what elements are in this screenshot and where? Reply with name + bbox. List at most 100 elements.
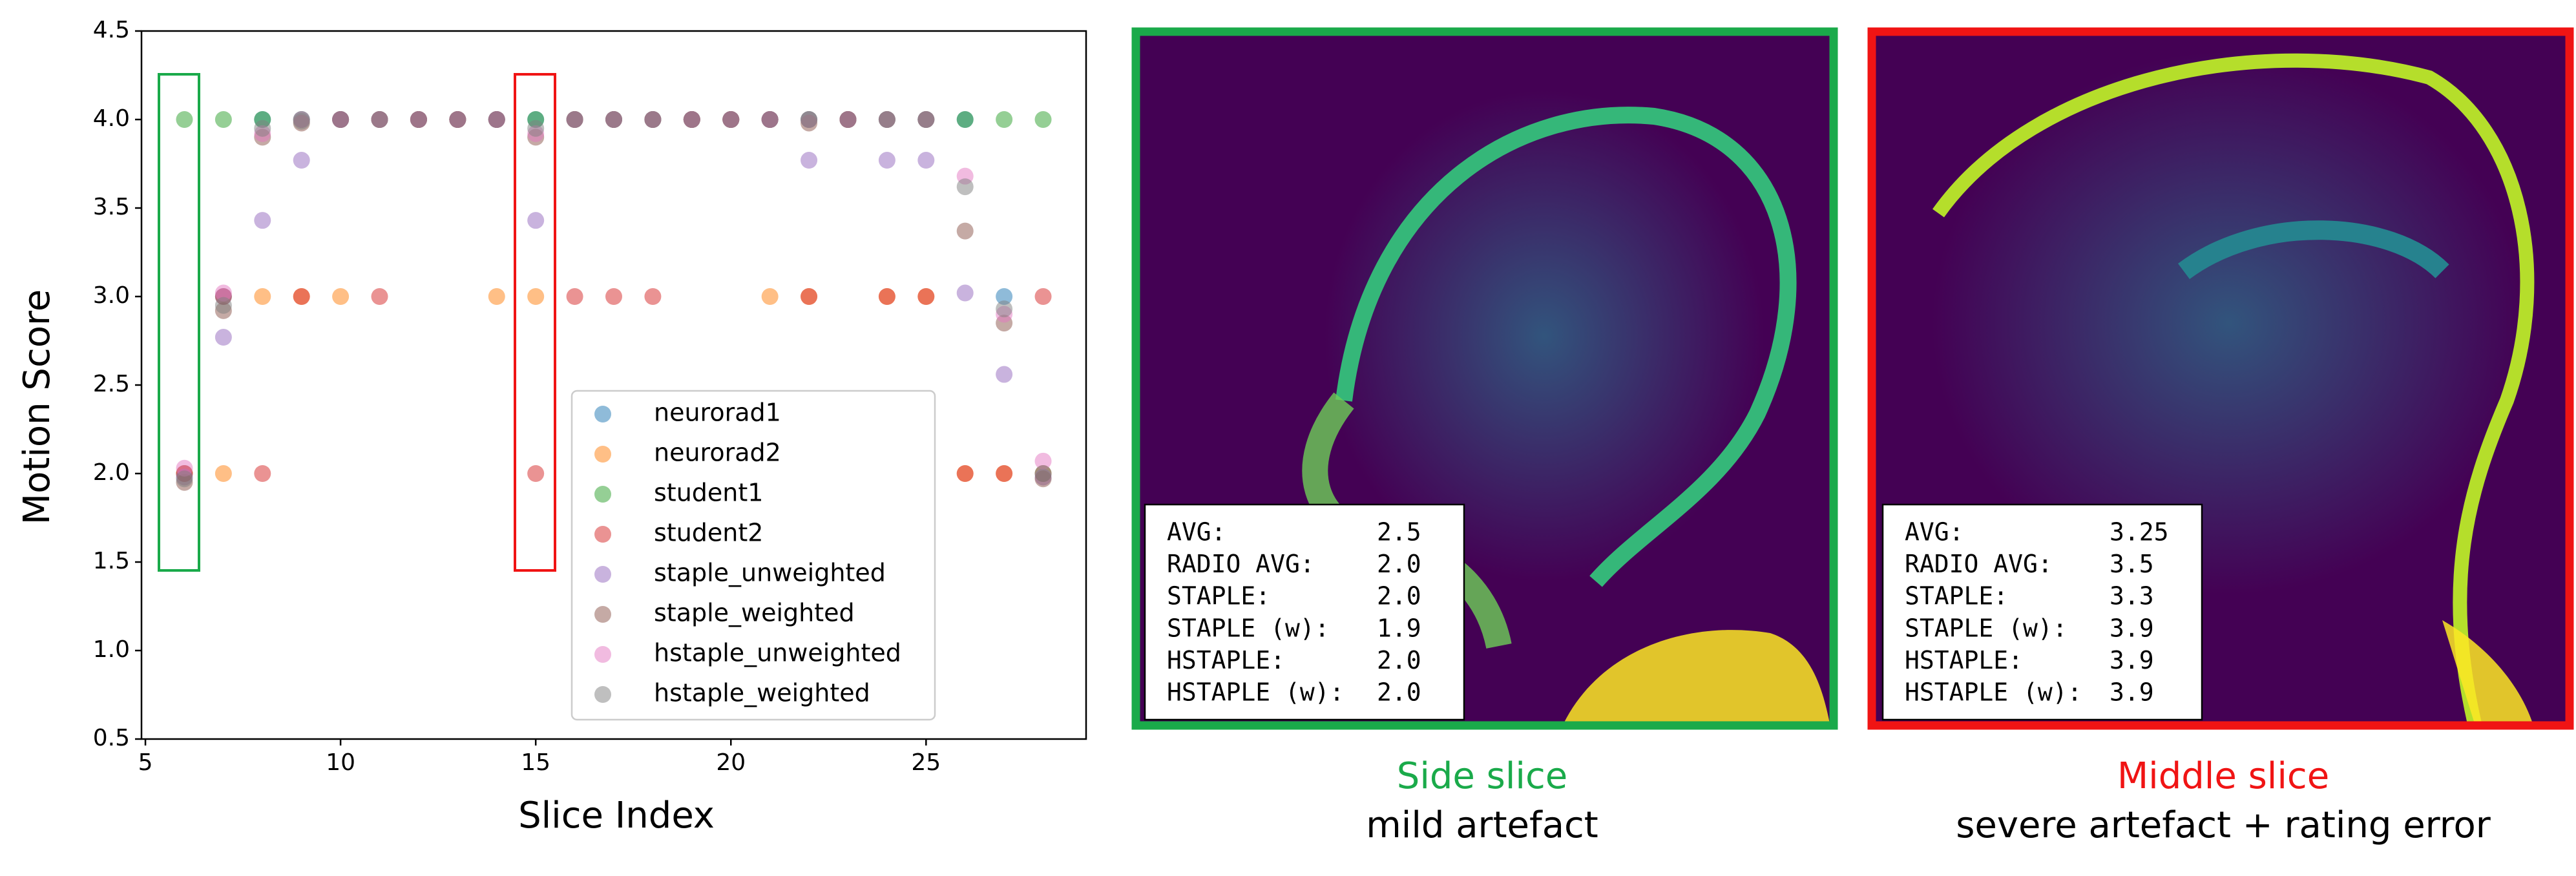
stat-label: AVG: <box>1905 518 1964 547</box>
image-frame <box>1131 27 1838 730</box>
stats-box <box>1881 503 2203 721</box>
panel-title: Middle slice <box>2117 755 2329 797</box>
point <box>410 111 427 128</box>
point <box>566 111 583 128</box>
point <box>215 465 232 482</box>
stat-value: 2.5 <box>1377 518 1421 547</box>
panels: AVG: 2.5 RADIO AVG: 2.0 STAPLE: 2.0 STAPLE (w)… <box>1131 27 2574 846</box>
point <box>293 112 310 130</box>
legend: neurorad1 neurorad2 student1 student2 staple… <box>571 390 936 721</box>
point <box>644 111 662 128</box>
point <box>176 470 193 488</box>
y-tick-label: 1.0 <box>93 636 130 663</box>
stat-label: STAPLE: <box>1167 582 1270 610</box>
point <box>605 111 622 128</box>
point <box>527 212 545 229</box>
point <box>996 288 1013 305</box>
point <box>449 111 466 128</box>
stat-value: 3.25 <box>2110 518 2169 547</box>
point <box>801 288 818 305</box>
legend-label: neurorad2 <box>654 439 781 467</box>
point <box>956 111 974 128</box>
point <box>878 288 895 305</box>
panel-subtitle: severe artefact + rating error <box>1956 804 2491 846</box>
point <box>176 111 193 128</box>
legend-marker <box>594 486 611 503</box>
stat-label: HSTAPLE (w): <box>1905 678 2082 707</box>
stat-value: 3.9 <box>2110 646 2154 674</box>
point <box>801 111 818 128</box>
point <box>605 288 622 305</box>
x-axis-label: Slice Index <box>518 795 715 837</box>
legend-label: student2 <box>654 519 763 547</box>
point <box>215 284 232 302</box>
y-tick-label: 4.0 <box>93 105 130 132</box>
stat-label: AVG: <box>1167 518 1226 547</box>
point <box>215 297 232 314</box>
legend-marker <box>594 526 611 543</box>
point <box>996 366 1013 383</box>
point <box>254 120 271 137</box>
point <box>527 120 545 137</box>
point <box>878 111 895 128</box>
stat-label: STAPLE (w): <box>1905 614 2068 642</box>
legend-label: staple_unweighted <box>654 559 886 587</box>
point <box>996 111 1013 128</box>
x-tick-label: 5 <box>138 749 153 776</box>
point <box>215 329 232 346</box>
point <box>293 152 310 169</box>
legend-label: student1 <box>654 479 763 507</box>
highlight-box <box>514 73 556 572</box>
stat-label: STAPLE: <box>1905 582 2008 610</box>
point <box>683 111 700 128</box>
stat-label: RADIO AVG: <box>1905 550 2053 578</box>
legend-label: neurorad1 <box>654 399 781 427</box>
stat-value: 2.0 <box>1377 678 1421 707</box>
stats-box <box>1144 503 1465 721</box>
legend-label: hstaple_weighted <box>654 679 870 707</box>
point <box>996 465 1013 482</box>
point <box>956 284 974 302</box>
point <box>996 300 1013 318</box>
stat-value: 3.5 <box>2110 550 2154 578</box>
stat-value: 3.9 <box>2110 614 2154 642</box>
y-tick-label: 0.5 <box>93 725 130 751</box>
point <box>644 288 662 305</box>
y-tick-label: 2.0 <box>93 459 130 486</box>
point <box>293 288 310 305</box>
y-tick-label: 2.5 <box>93 371 130 397</box>
legend-marker <box>594 686 611 703</box>
point <box>956 465 974 482</box>
panel-title: Side slice <box>1397 755 1567 797</box>
point <box>1034 465 1052 482</box>
point <box>566 288 583 305</box>
point <box>371 111 388 128</box>
stat-label: STAPLE (w): <box>1167 614 1330 642</box>
panel-subtitle: mild artefact <box>1366 804 1598 846</box>
legend-label: hstaple_unweighted <box>654 639 901 667</box>
point <box>956 178 974 196</box>
stat-value: 1.9 <box>1377 614 1421 642</box>
point <box>488 288 505 305</box>
point <box>215 111 232 128</box>
stat-value: 3.9 <box>2110 678 2154 707</box>
point <box>839 111 857 128</box>
point <box>917 111 935 128</box>
point <box>332 288 350 305</box>
point <box>254 288 271 305</box>
point <box>527 288 545 305</box>
image-frame <box>1867 27 2574 730</box>
y-tick-label: 1.5 <box>93 548 130 574</box>
point <box>488 111 505 128</box>
point <box>527 465 545 482</box>
point <box>254 465 271 482</box>
point <box>254 212 271 229</box>
stat-value: 3.3 <box>2110 582 2154 610</box>
point <box>371 288 388 305</box>
legend-marker <box>594 566 611 583</box>
x-tick-label: 25 <box>911 749 941 776</box>
y-axis-label: Motion Score <box>16 289 58 525</box>
legend-label: staple_weighted <box>654 599 855 627</box>
legend-marker <box>594 646 611 663</box>
